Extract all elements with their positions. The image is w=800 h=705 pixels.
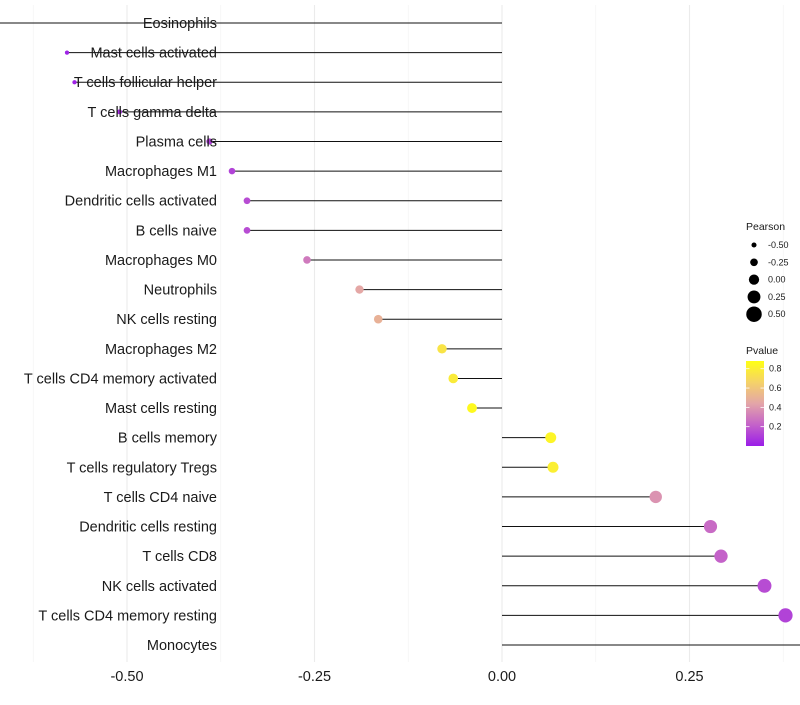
size-legend-label: 0.25 — [768, 292, 786, 302]
lollipop-dot — [649, 490, 662, 504]
lollipop-dot — [206, 138, 213, 145]
color-legend-title: Pvalue — [746, 345, 778, 357]
lollipop-dot — [467, 403, 477, 413]
size-legend-dot — [748, 274, 760, 285]
lollipop-dot — [545, 432, 557, 444]
lollipop-dot — [243, 226, 251, 234]
category-label: T cells CD4 memory activated — [24, 371, 217, 387]
category-label: T cells follicular helper — [74, 75, 217, 91]
lollipop-dot — [64, 50, 70, 55]
lollipop-dot — [757, 578, 772, 593]
size-legend-label: -0.25 — [768, 257, 789, 267]
grid-layer — [32, 5, 784, 662]
color-legend-label: 0.4 — [769, 402, 782, 412]
lollipop-dot — [117, 109, 122, 115]
category-label: T cells CD4 memory resting — [38, 608, 217, 624]
size-legend-label: 0.00 — [768, 275, 786, 285]
category-label: Mast cells resting — [105, 401, 217, 417]
category-label: T cells gamma delta — [88, 105, 218, 121]
category-label: Macrophages M0 — [105, 253, 217, 269]
x-tick-label: -0.25 — [298, 669, 331, 685]
category-label: Plasma cells — [136, 134, 217, 150]
category-label: Dendritic cells activated — [65, 194, 217, 210]
category-label: B cells naive — [136, 223, 217, 239]
category-label: NK cells activated — [102, 579, 217, 595]
x-tick-label: -0.50 — [110, 669, 143, 685]
size-legend-dot — [746, 306, 762, 322]
lollipop-dot — [547, 461, 559, 473]
lollipop-dot — [355, 285, 364, 294]
color-legend-label: 0.2 — [769, 422, 782, 432]
color-legend-ticks: 0.2 0.4 0.6 0.8 — [746, 364, 782, 432]
size-legend-dot — [747, 290, 761, 304]
x-tick-labels: -0.50-0.250.000.250.50 — [110, 669, 703, 685]
category-label: T cells regulatory Tregs — [67, 460, 217, 476]
category-label: Macrophages M1 — [105, 164, 217, 180]
category-label: Mast cells activated — [90, 46, 217, 62]
category-label: Neutrophils — [144, 283, 217, 299]
lollipop-dot — [72, 80, 77, 85]
size-legend-items: -0.50 -0.25 0.00 0.25 0.50 — [746, 240, 789, 322]
category-label: T cells CD4 naive — [104, 490, 217, 506]
category-labels: Eosinophils Mast cells activated T cells f… — [24, 16, 218, 654]
color-bar — [746, 361, 764, 446]
x-tick-label: 0.00 — [488, 669, 516, 685]
lollipop-dot — [778, 608, 793, 623]
category-label: Dendritic cells resting — [79, 520, 217, 536]
category-label: B cells memory — [118, 431, 218, 447]
size-legend-dot — [750, 258, 758, 267]
category-label: T cells CD8 — [142, 549, 217, 565]
color-legend-label: 0.8 — [769, 364, 782, 374]
lollipop-dot — [437, 344, 447, 354]
category-label: Monocytes — [147, 638, 217, 654]
lollipop-dot — [303, 256, 311, 264]
color-legend-label: 0.6 — [769, 383, 782, 393]
x-tick-label: 0.25 — [675, 669, 703, 685]
category-label: Eosinophils — [143, 16, 217, 32]
stem-layer — [0, 22, 800, 646]
lollipop-dot — [703, 519, 718, 534]
size-legend-title: Pearson — [746, 221, 785, 233]
lollipop-dot — [373, 314, 383, 324]
size-legend-label: -0.50 — [768, 240, 789, 250]
size-legend-dot — [751, 242, 757, 248]
category-label: NK cells resting — [116, 312, 217, 328]
legend: Pearson -0.50 -0.25 0.00 0.25 0.50 Pvalue 0.… — [746, 221, 789, 446]
dot-layer — [64, 50, 793, 623]
category-label: Macrophages M2 — [105, 342, 217, 358]
lollipop-dot — [714, 549, 728, 563]
lollipop-dot — [243, 197, 251, 205]
lollipop-dot — [228, 167, 236, 175]
size-legend-label: 0.50 — [768, 309, 786, 319]
lollipop-dot — [448, 373, 459, 384]
